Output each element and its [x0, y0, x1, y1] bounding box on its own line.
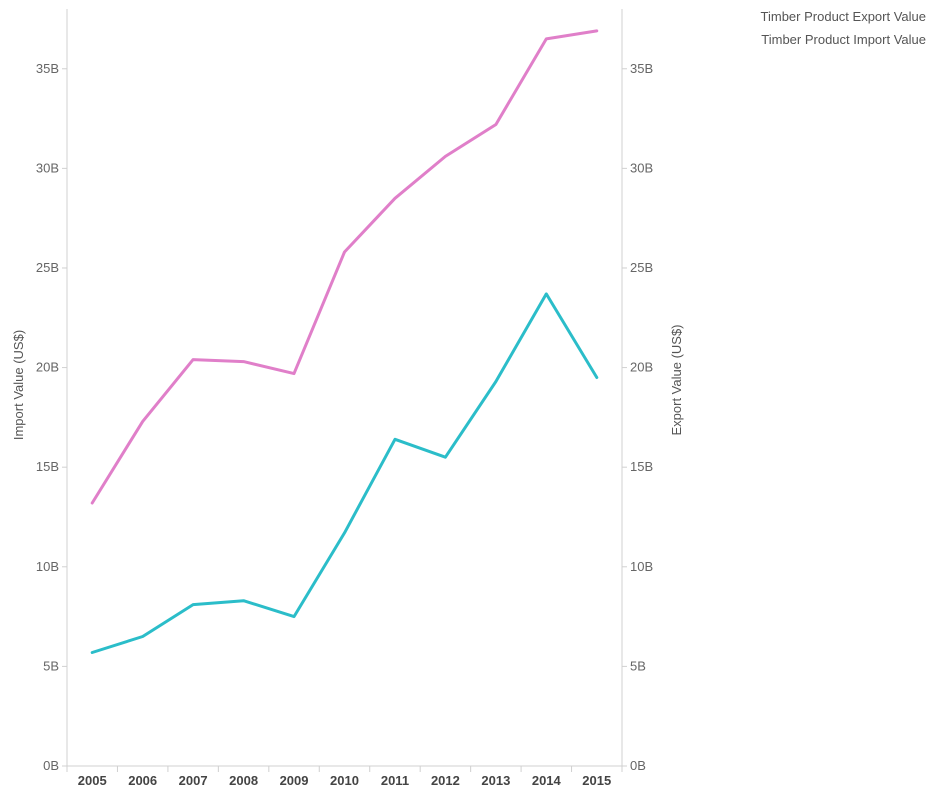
left-y-tick-label: 25B: [36, 260, 59, 275]
left-y-tick-label: 15B: [36, 459, 59, 474]
series-line-export: [90, 292, 599, 654]
left-y-tick-label: 10B: [36, 559, 59, 574]
x-tick-label: 2007: [179, 773, 208, 788]
left-y-tick-label: 30B: [36, 160, 59, 175]
right-y-tick-label: 30B: [630, 160, 653, 175]
left-y-tick-label: 20B: [36, 360, 59, 375]
legend-item-import: Timber Product Import Value: [761, 32, 926, 47]
right-y-tick-label: 15B: [630, 459, 653, 474]
left-y-tick-label: 0B: [43, 758, 59, 773]
x-tick-label: 2009: [280, 773, 309, 788]
right-y-axis-title: Export Value (US$): [669, 324, 684, 435]
x-tick-label: 2012: [431, 773, 460, 788]
x-tick-label: 2015: [582, 773, 611, 788]
right-y-tick-label: 20B: [630, 360, 653, 375]
left-y-tick-label: 35B: [36, 61, 59, 76]
x-tick-label: 2014: [532, 773, 562, 788]
right-y-tick-label: 35B: [630, 61, 653, 76]
legend: Timber Product Export Value Timber Produ…: [761, 9, 926, 47]
x-tick-label: 2005: [78, 773, 107, 788]
x-axis-ticks: 2005 2006 2007 2008 2009 2010 2011 2012 2013 2014…: [66, 766, 623, 788]
axes: [66, 9, 623, 772]
x-tick-label: 2011: [381, 773, 409, 788]
right-y-tick-label: 0B: [630, 758, 646, 773]
left-y-tick-label: 5B: [43, 658, 59, 673]
legend-item-export: Timber Product Export Value: [761, 9, 926, 24]
left-y-axis-title: Import Value (US$): [11, 330, 26, 440]
left-y-axis-ticks: 0B 5B 10B 15B 20B 25B 30B 35B: [36, 61, 67, 773]
right-y-tick-label: 5B: [630, 658, 646, 673]
x-tick-label: 2010: [330, 773, 359, 788]
series: [90, 29, 599, 654]
right-y-tick-label: 25B: [630, 260, 653, 275]
x-tick-label: 2013: [481, 773, 510, 788]
series-line-import: [90, 29, 599, 505]
right-y-axis-ticks: 0B 5B 10B 15B 20B 25B 30B 35B: [622, 61, 653, 773]
x-tick-label: 2006: [128, 773, 157, 788]
right-y-tick-label: 10B: [630, 559, 653, 574]
x-tick-label: 2008: [229, 773, 258, 788]
